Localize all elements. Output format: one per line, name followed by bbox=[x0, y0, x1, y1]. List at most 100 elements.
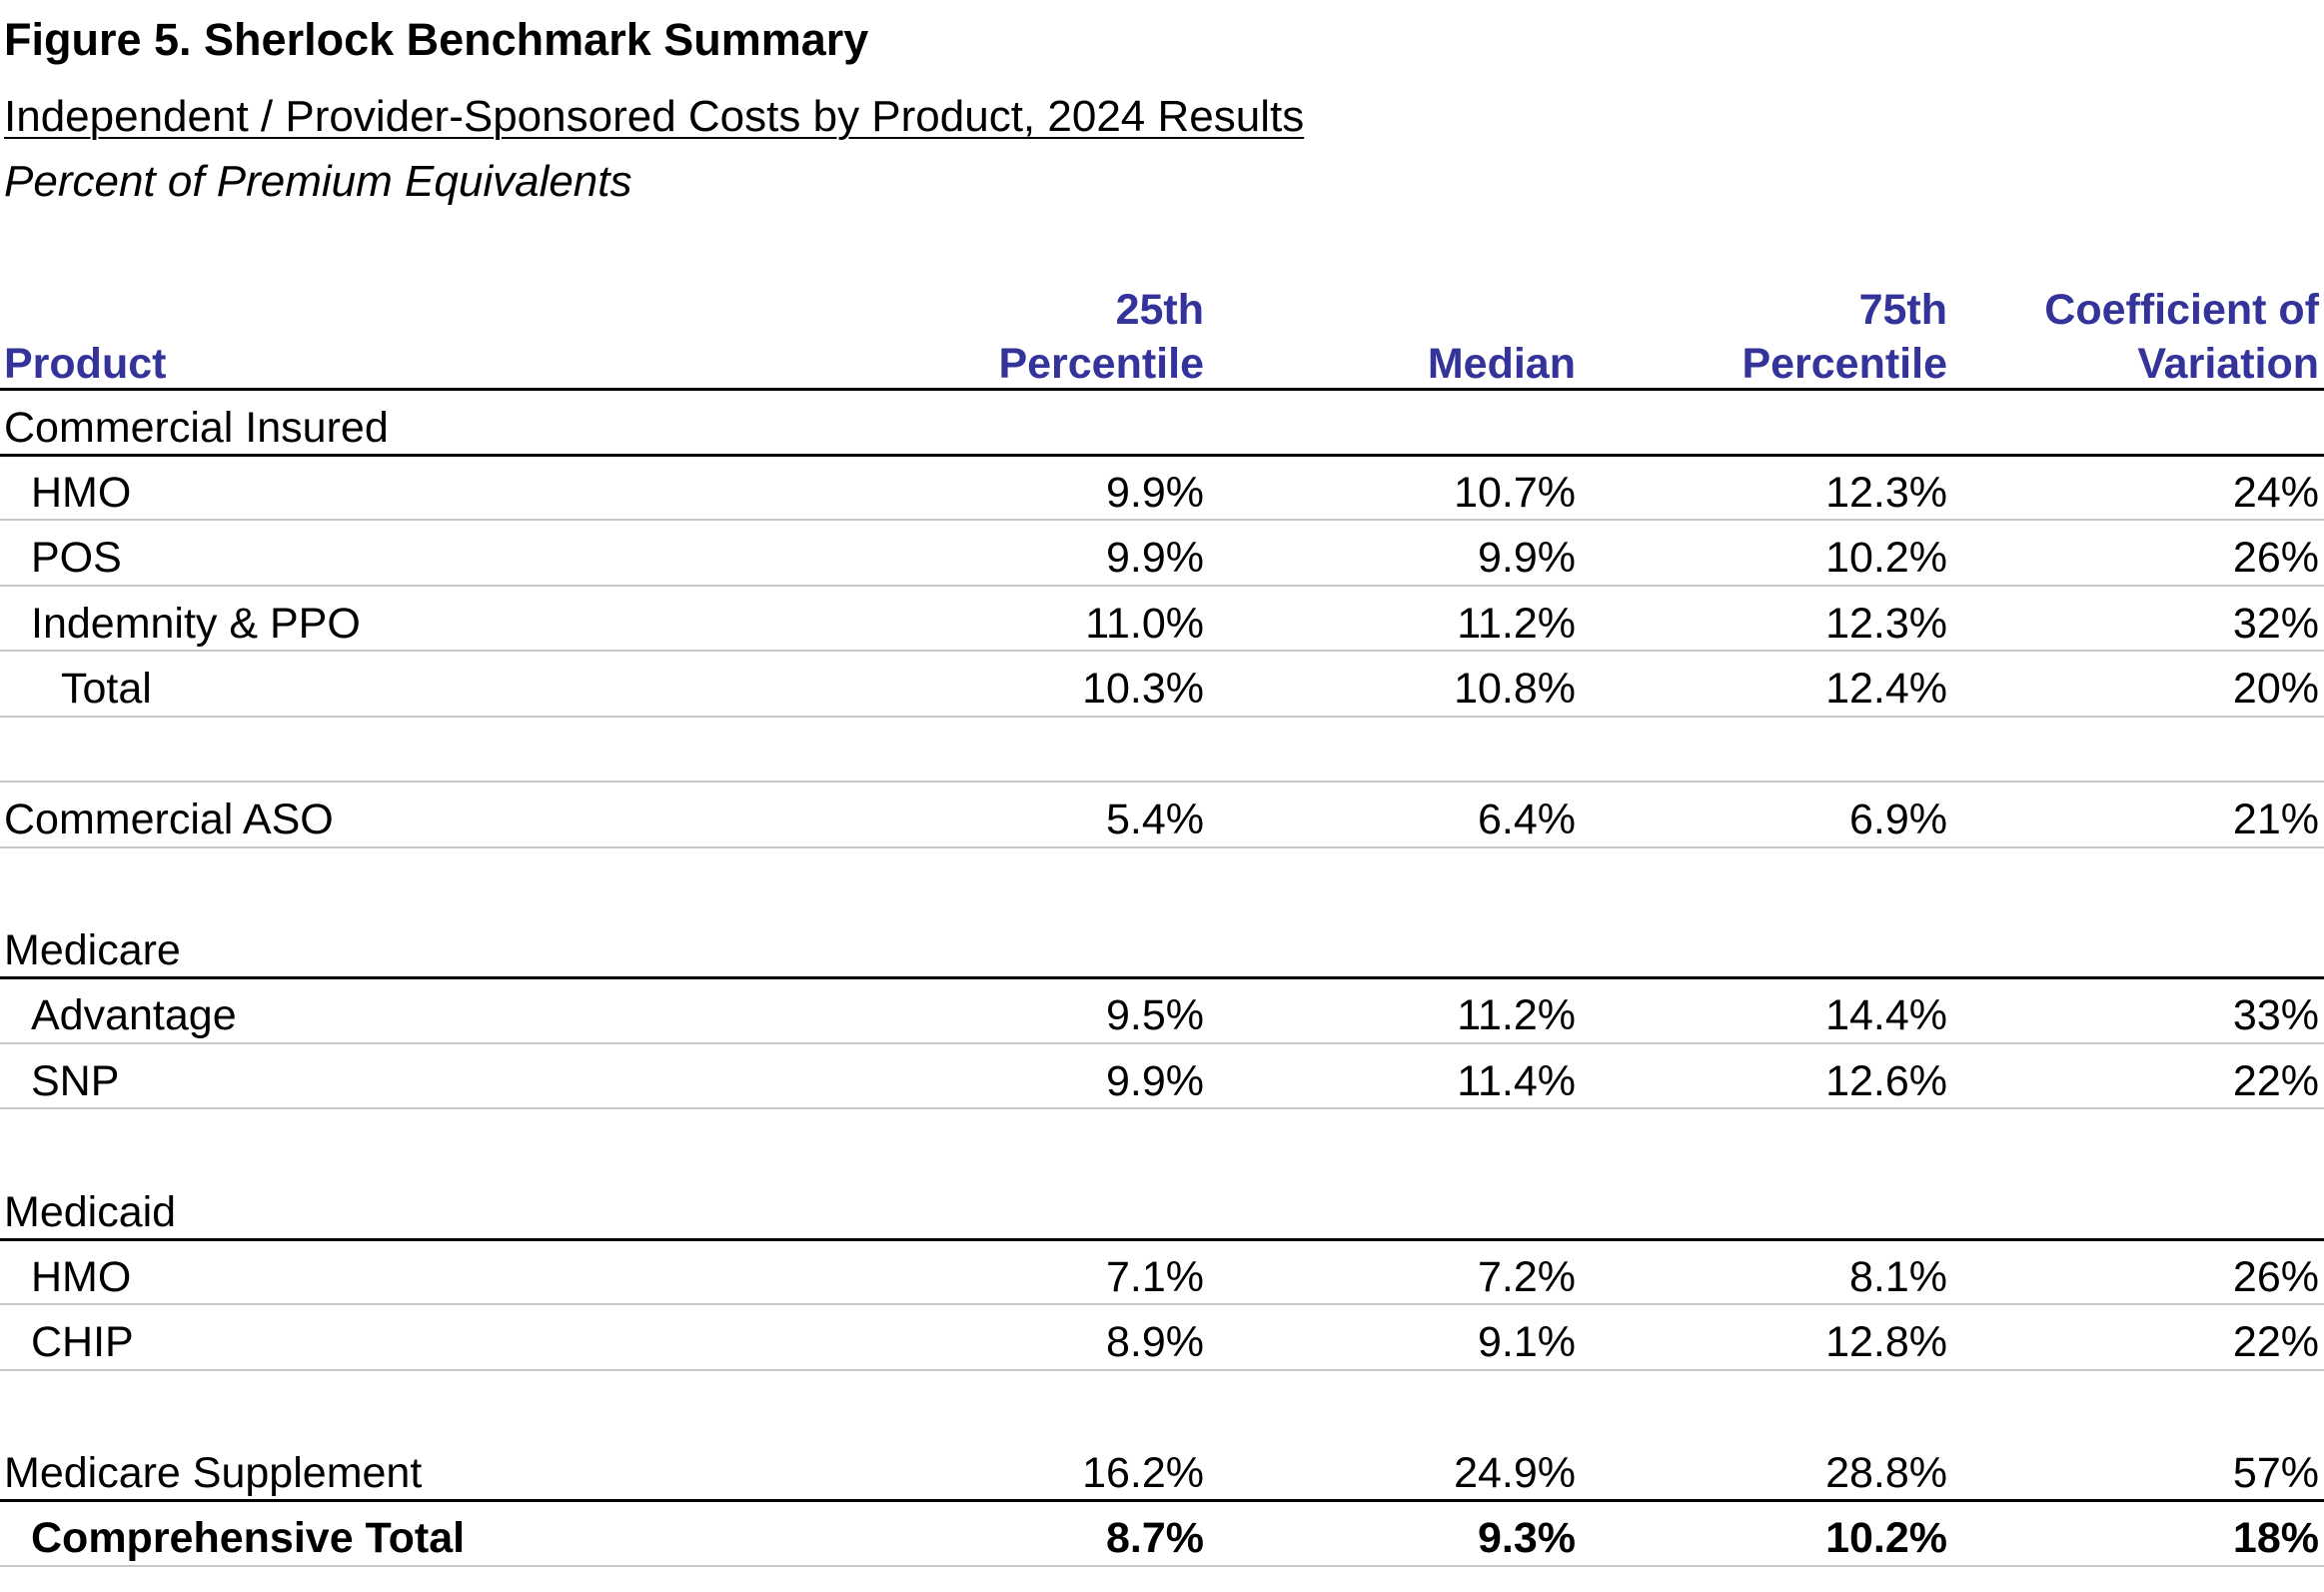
row-label: Commercial ASO bbox=[4, 796, 334, 843]
figure-units: Percent of Premium Equivalents bbox=[4, 157, 632, 206]
cell-75th: 12.3% bbox=[1825, 600, 1947, 648]
row-rule bbox=[0, 1107, 2324, 1109]
cell-median: 7.2% bbox=[1477, 1253, 1576, 1301]
cell-median: 9.1% bbox=[1477, 1318, 1576, 1366]
cell-cv: 26% bbox=[2232, 534, 2319, 582]
cell-cv: 20% bbox=[2232, 665, 2319, 713]
total-rule bbox=[0, 1499, 2324, 1502]
cell-75th: 6.9% bbox=[1848, 796, 1947, 843]
section-rule bbox=[0, 1238, 2324, 1241]
table-row-grand-total: Comprehensive Total 8.7% 9.3% 10.2% 18% bbox=[0, 1506, 2324, 1571]
figure-title: Figure 5. Sherlock Benchmark Summary bbox=[4, 14, 869, 65]
row-rule bbox=[0, 846, 2324, 848]
column-header-cv-line2: Variation bbox=[2137, 340, 2319, 388]
table-row: Medicare bbox=[0, 918, 2324, 983]
row-rule bbox=[0, 650, 2324, 652]
cell-cv: 57% bbox=[2232, 1449, 2319, 1497]
cell-25th: 5.4% bbox=[1105, 796, 1204, 843]
cell-25th: 16.2% bbox=[1082, 1449, 1204, 1497]
column-header-product: Product bbox=[4, 340, 167, 388]
row-label: POS bbox=[31, 534, 122, 582]
section-rule bbox=[0, 976, 2324, 979]
table-row: SNP 9.9% 11.4% 12.6% 22% bbox=[0, 1049, 2324, 1114]
cell-cv: 22% bbox=[2232, 1057, 2319, 1105]
table-row: POS 9.9% 9.9% 10.2% 26% bbox=[0, 526, 2324, 591]
table-row: CHIP 8.9% 9.1% 12.8% 22% bbox=[0, 1310, 2324, 1375]
row-rule bbox=[0, 519, 2324, 521]
row-rule bbox=[0, 585, 2324, 587]
cell-median: 11.2% bbox=[1457, 991, 1576, 1039]
row-label: Medicare Supplement bbox=[4, 1449, 423, 1497]
header-rule bbox=[0, 388, 2324, 391]
cell-cv: 32% bbox=[2232, 600, 2319, 648]
row-rule bbox=[0, 716, 2324, 718]
figure-subtitle: Independent / Provider-Sponsored Costs b… bbox=[4, 92, 1305, 141]
cell-median: 11.4% bbox=[1457, 1057, 1576, 1105]
row-label: Comprehensive Total bbox=[31, 1514, 466, 1562]
cell-median: 10.7% bbox=[1454, 469, 1576, 517]
cell-cv: 33% bbox=[2232, 991, 2319, 1039]
row-label: Medicare bbox=[4, 926, 181, 974]
cell-75th: 8.1% bbox=[1848, 1253, 1947, 1301]
table-row: Medicaid bbox=[0, 1180, 2324, 1245]
table-row: HMO 9.9% 10.7% 12.3% 24% bbox=[0, 461, 2324, 526]
cell-cv: 21% bbox=[2232, 796, 2319, 843]
table-row: Commercial ASO 5.4% 6.4% 6.9% 21% bbox=[0, 788, 2324, 852]
cell-cv: 26% bbox=[2232, 1253, 2319, 1301]
cell-median: 10.8% bbox=[1454, 665, 1576, 713]
table-row: Medicare Supplement 16.2% 24.9% 28.8% 57… bbox=[0, 1441, 2324, 1506]
row-rule bbox=[0, 1565, 2324, 1567]
section-rule bbox=[0, 454, 2324, 457]
cell-75th: 28.8% bbox=[1825, 1449, 1947, 1497]
cell-25th: 10.3% bbox=[1082, 665, 1204, 713]
cell-75th: 12.4% bbox=[1825, 665, 1947, 713]
cell-75th: 12.8% bbox=[1825, 1318, 1947, 1366]
row-label: Advantage bbox=[31, 991, 237, 1039]
row-label: CHIP bbox=[31, 1318, 134, 1366]
table-row: Indemnity & PPO 11.0% 11.2% 12.3% 32% bbox=[0, 592, 2324, 657]
cell-75th: 10.2% bbox=[1825, 1514, 1947, 1562]
column-header-median: Median bbox=[1427, 340, 1576, 388]
cell-median: 9.9% bbox=[1477, 534, 1576, 582]
table-row: Total 10.3% 10.8% 12.4% 20% bbox=[0, 657, 2324, 722]
column-header-25th-line1: 25th bbox=[1115, 286, 1204, 334]
cell-cv: 24% bbox=[2232, 469, 2319, 517]
row-label: Indemnity & PPO bbox=[31, 600, 361, 648]
cell-median: 9.3% bbox=[1477, 1514, 1576, 1562]
row-rule bbox=[0, 1042, 2324, 1044]
cell-25th: 9.9% bbox=[1105, 1057, 1204, 1105]
column-header-75th-line2: Percentile bbox=[1742, 340, 1947, 388]
table-row: HMO 7.1% 7.2% 8.1% 26% bbox=[0, 1245, 2324, 1310]
table-row: Commercial Insured bbox=[0, 396, 2324, 461]
row-label: Total bbox=[61, 665, 152, 713]
row-label: SNP bbox=[31, 1057, 120, 1105]
cell-25th: 9.9% bbox=[1105, 534, 1204, 582]
cell-median: 11.2% bbox=[1457, 600, 1576, 648]
row-label: HMO bbox=[31, 1253, 132, 1301]
row-rule bbox=[0, 1303, 2324, 1305]
row-label: HMO bbox=[31, 469, 132, 517]
row-rule bbox=[0, 1369, 2324, 1371]
table-row: Advantage 9.5% 11.2% 14.4% 33% bbox=[0, 983, 2324, 1048]
row-label: Medicaid bbox=[4, 1188, 177, 1236]
cell-median: 24.9% bbox=[1454, 1449, 1576, 1497]
cell-25th: 8.7% bbox=[1105, 1514, 1204, 1562]
column-header-cv-line1: Coefficient of bbox=[2044, 286, 2319, 334]
cell-75th: 14.4% bbox=[1825, 991, 1947, 1039]
cell-median: 6.4% bbox=[1477, 796, 1576, 843]
cell-25th: 9.5% bbox=[1105, 991, 1204, 1039]
cell-cv: 22% bbox=[2232, 1318, 2319, 1366]
row-rule bbox=[0, 781, 2324, 783]
cell-25th: 11.0% bbox=[1085, 600, 1204, 648]
cell-75th: 10.2% bbox=[1825, 534, 1947, 582]
cell-75th: 12.3% bbox=[1825, 469, 1947, 517]
cell-25th: 8.9% bbox=[1105, 1318, 1204, 1366]
cell-cv: 18% bbox=[2232, 1514, 2319, 1562]
cell-75th: 12.6% bbox=[1825, 1057, 1947, 1105]
column-header-75th-line1: 75th bbox=[1858, 286, 1947, 334]
cell-25th: 7.1% bbox=[1105, 1253, 1204, 1301]
row-label: Commercial Insured bbox=[4, 404, 389, 452]
column-header-25th-line2: Percentile bbox=[998, 340, 1204, 388]
cell-25th: 9.9% bbox=[1105, 469, 1204, 517]
